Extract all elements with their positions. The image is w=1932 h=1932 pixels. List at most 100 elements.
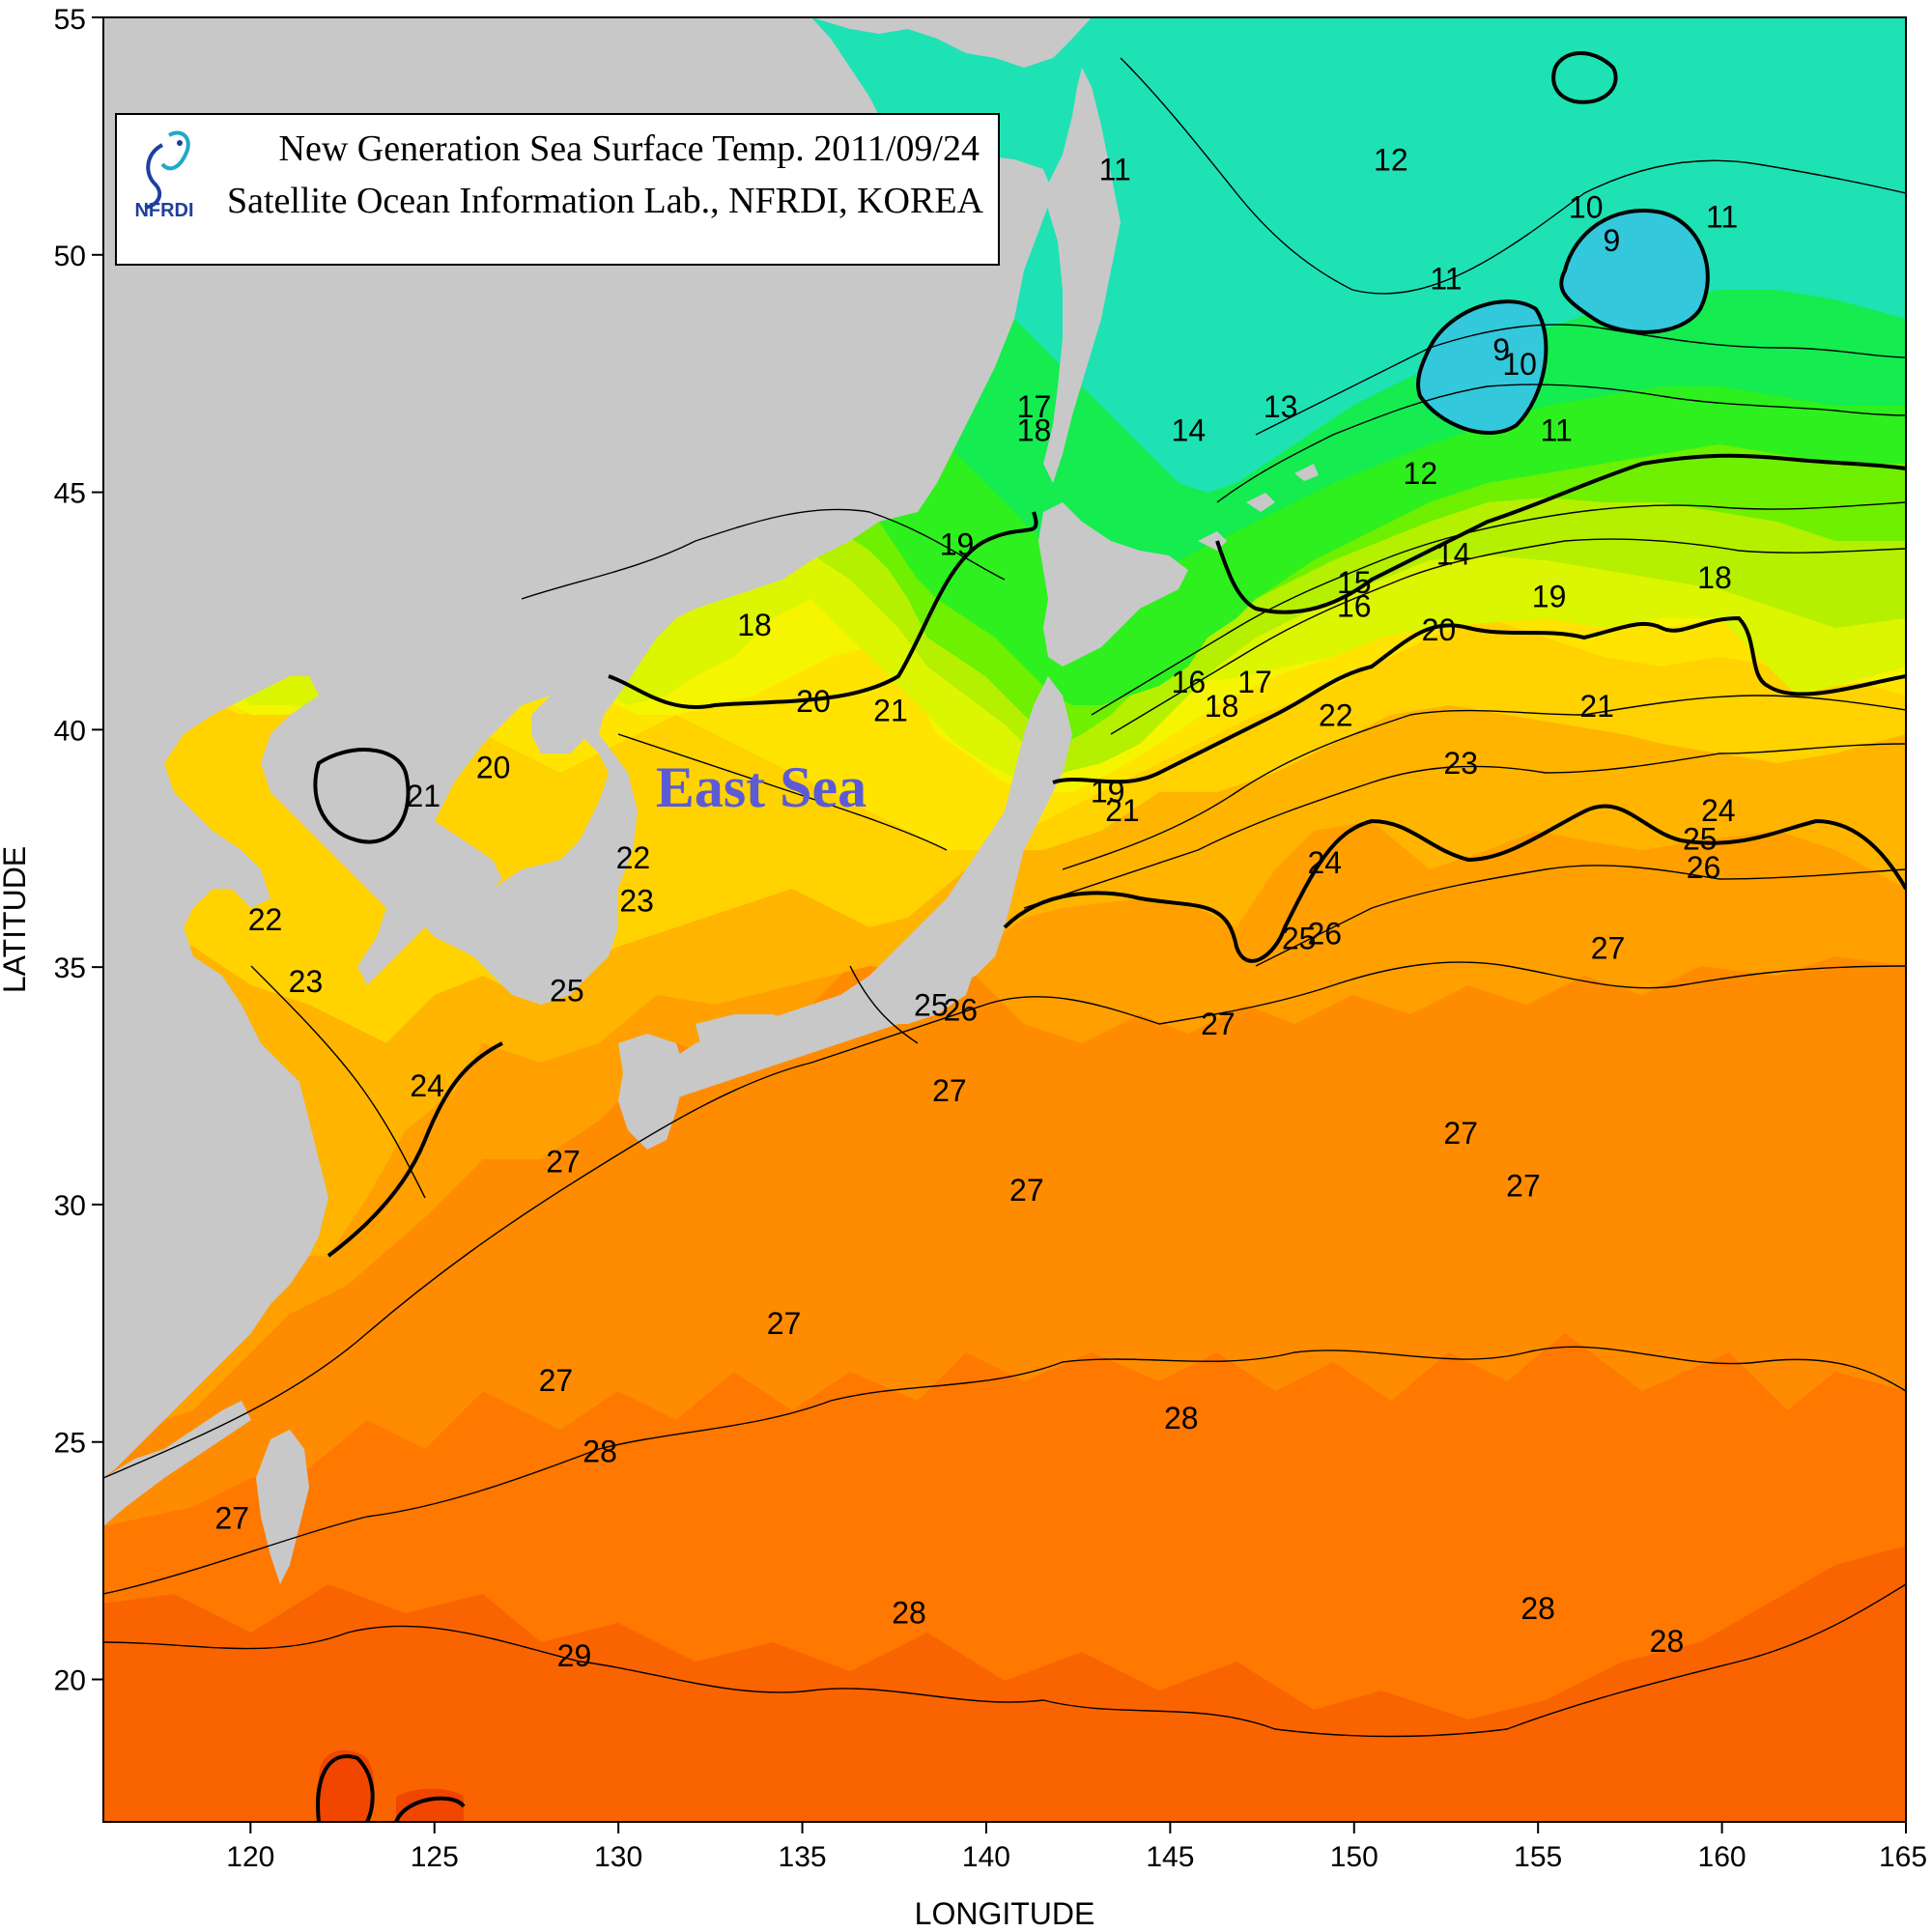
- title-line-1: New Generation Sea Surface Temp. 2011/09…: [279, 128, 980, 169]
- land-kanto: [860, 947, 976, 1024]
- x-tick-label: 120: [226, 1841, 274, 1873]
- contour-label: 22: [616, 840, 651, 875]
- contour-29: [103, 1583, 1906, 1738]
- y-tick-label: 20: [54, 1665, 86, 1697]
- contour-label: 9: [1603, 223, 1620, 258]
- axis-ticks: [92, 16, 1907, 1833]
- contour-18: [1110, 538, 1906, 735]
- x-tick-label: 130: [594, 1841, 642, 1873]
- y-tick-label: 25: [54, 1428, 86, 1460]
- x-tick-label: 125: [411, 1841, 459, 1873]
- contour-26: [849, 865, 1906, 1044]
- y-tick-label: 40: [54, 715, 86, 747]
- temp-band-10-south: [1415, 301, 1547, 434]
- contour-label: 25: [914, 987, 949, 1022]
- y-tick-label: 30: [54, 1190, 86, 1222]
- contour-label: 24: [1701, 793, 1736, 828]
- contour-label: 27: [1506, 1168, 1541, 1203]
- land-hokkaido: [1038, 502, 1188, 667]
- temp-band-10-north: [1561, 211, 1708, 332]
- contour-20-bohai: [313, 748, 411, 844]
- land-honshu: [647, 676, 1072, 1101]
- land-masses: [103, 17, 1319, 1584]
- contour-label: 27: [1201, 1007, 1236, 1041]
- east-sea-label: East Sea: [656, 755, 867, 819]
- contour-30: [316, 1754, 466, 1822]
- contour-label: 16: [1337, 589, 1372, 624]
- contour-label: 24: [1308, 845, 1343, 880]
- land-shikoku: [696, 1014, 802, 1053]
- x-tick-label: 160: [1698, 1841, 1747, 1873]
- contour-label: 14: [1172, 413, 1207, 448]
- contour-12: [1255, 324, 1906, 436]
- contour-label: 19: [940, 527, 975, 562]
- contour-label: 15: [1337, 565, 1372, 600]
- y-tick-label: 55: [54, 4, 86, 36]
- x-tick-label: 155: [1514, 1841, 1562, 1873]
- contour-label: 11: [1541, 413, 1573, 448]
- contour-label: 13: [1264, 389, 1298, 424]
- logo-wave-icon: [144, 143, 164, 210]
- contour-label: 27: [1591, 930, 1626, 965]
- y-tick-label: 35: [54, 952, 86, 984]
- contour-label: 12: [1374, 142, 1408, 177]
- contour-label: 22: [1319, 698, 1353, 733]
- contour-label: 14: [1436, 536, 1471, 571]
- contour-22: [1062, 695, 1906, 870]
- plot-frame: [102, 16, 1907, 1823]
- contour-21-korea: [617, 733, 948, 851]
- land-china-south: [103, 1401, 251, 1526]
- x-axis-title: LONGITUDE: [915, 1896, 1095, 1931]
- contour-label: 11: [1430, 261, 1462, 296]
- logo-text: NFRDI: [134, 200, 193, 221]
- contour-28: [103, 1346, 1906, 1595]
- contour-24-china: [250, 965, 426, 1199]
- temp-band-30: [319, 1749, 464, 1822]
- contour-27: [103, 961, 1906, 1479]
- contour-label: 25: [550, 974, 584, 1009]
- contour-label: 17: [1017, 389, 1052, 424]
- temp-band-11-top: [1092, 17, 1256, 48]
- contour-label: 18: [1017, 413, 1052, 448]
- contour-label: 27: [767, 1306, 802, 1341]
- contour-label: 27: [214, 1500, 249, 1535]
- contour-20: [608, 511, 1906, 784]
- contour-label: 27: [546, 1145, 581, 1179]
- contour-label: 11: [1099, 152, 1131, 186]
- contour-label: 26: [1687, 850, 1721, 885]
- x-tick-label: 135: [779, 1841, 827, 1873]
- contour-label: 27: [1443, 1116, 1478, 1151]
- land-okhotsk-coast: [811, 17, 1092, 68]
- contour-label: 24: [410, 1068, 444, 1103]
- contour-label: 21: [873, 694, 908, 728]
- contour-label: 23: [289, 964, 324, 999]
- y-tick-label: 50: [54, 241, 86, 272]
- contour-label: 27: [1009, 1173, 1044, 1208]
- contour-10-north: [1559, 209, 1710, 334]
- logo-eye-icon: [177, 140, 183, 146]
- contour-label: 18: [1205, 689, 1239, 724]
- contour-label: 26: [944, 992, 979, 1027]
- contour-label: 21: [1105, 793, 1140, 828]
- land-kurils: [1198, 464, 1319, 551]
- temp-band-29: [103, 1546, 1906, 1822]
- contour-label: 19: [1532, 580, 1567, 614]
- thin-contours: [103, 57, 1906, 1738]
- contour-label: 23: [1443, 746, 1478, 781]
- contour-23: [1023, 743, 1906, 909]
- land-korea: [425, 647, 638, 1005]
- contour-label: 16: [1172, 665, 1207, 699]
- contour-label: 27: [932, 1073, 967, 1108]
- contour-13: [1216, 384, 1906, 503]
- contour-label: 18: [737, 608, 772, 642]
- contour-label: 20: [476, 751, 511, 785]
- contour-label: 10: [1569, 190, 1604, 225]
- title-line-2: Satellite Ocean Information Lab., NFRDI,…: [227, 181, 984, 221]
- y-tick-label: 45: [54, 478, 86, 510]
- contour-label: 19: [1091, 774, 1125, 809]
- land-asia: [103, 17, 1053, 1478]
- x-tick-label: 140: [962, 1841, 1010, 1873]
- x-tick-label: 165: [1879, 1841, 1927, 1873]
- contour-label: 28: [582, 1435, 617, 1469]
